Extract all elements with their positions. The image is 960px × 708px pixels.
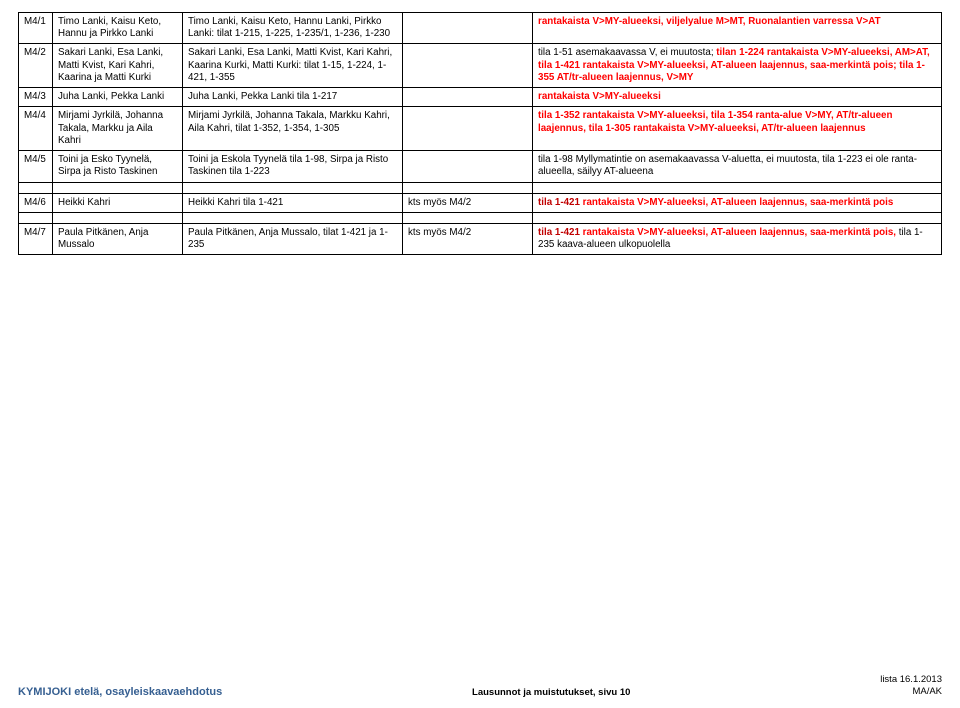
cell-id: M4/1	[19, 13, 53, 44]
table-row: M4/5Toini ja Esko Tyynelä, Sirpa ja Rist…	[19, 151, 942, 182]
spacer-cell	[19, 182, 53, 193]
cell-details: Timo Lanki, Kaisu Keto, Hannu Lanki, Pir…	[183, 13, 403, 44]
spacer-cell	[53, 182, 183, 193]
cell-id: M4/2	[19, 44, 53, 88]
spacer-cell	[183, 182, 403, 193]
page: M4/1Timo Lanki, Kaisu Keto, Hannu ja Pir…	[0, 0, 960, 708]
cell-details: Sakari Lanki, Esa Lanki, Matti Kvist, Ka…	[183, 44, 403, 88]
spacer-cell	[403, 182, 533, 193]
table-row: M4/4Mirjami Jyrkilä, Johanna Takala, Mar…	[19, 107, 942, 151]
cell-id: M4/6	[19, 193, 53, 212]
cell-notes: tila 1-51 asemakaavassa V, ei muutosta; …	[533, 44, 942, 88]
cell-ref	[403, 88, 533, 107]
cell-ref: kts myös M4/2	[403, 223, 533, 254]
cell-names: Toini ja Esko Tyynelä, Sirpa ja Risto Ta…	[53, 151, 183, 182]
cell-names: Mirjami Jyrkilä, Johanna Takala, Markku …	[53, 107, 183, 151]
cell-notes: tila 1-98 Myllymatintie on asemakaavassa…	[533, 151, 942, 182]
cell-id: M4/5	[19, 151, 53, 182]
cell-names: Paula Pitkänen, Anja Mussalo	[53, 223, 183, 254]
text-segment: rantakaista V>MY-alueeksi, viljelyalue M…	[538, 16, 881, 27]
main-table: M4/1Timo Lanki, Kaisu Keto, Hannu ja Pir…	[18, 12, 942, 255]
cell-notes: tila 1-352 rantakaista V>MY-alueeksi, ti…	[533, 107, 942, 151]
cell-details: Juha Lanki, Pekka Lanki tila 1-217	[183, 88, 403, 107]
cell-ref	[403, 13, 533, 44]
cell-names: Timo Lanki, Kaisu Keto, Hannu ja Pirkko …	[53, 13, 183, 44]
cell-ref	[403, 107, 533, 151]
cell-notes: rantakaista V>MY-alueeksi, viljelyalue M…	[533, 13, 942, 44]
cell-ref: kts myös M4/2	[403, 193, 533, 212]
spacer-cell	[19, 212, 53, 223]
cell-ref	[403, 151, 533, 182]
text-segment: tila 1-421	[538, 197, 583, 208]
cell-names: Juha Lanki, Pekka Lanki	[53, 88, 183, 107]
page-footer: KYMIJOKI etelä, osayleiskaavaehdotus Lau…	[0, 674, 960, 698]
cell-id: M4/3	[19, 88, 53, 107]
spacer-row	[19, 212, 942, 223]
footer-left: KYMIJOKI etelä, osayleiskaavaehdotus	[18, 686, 222, 698]
cell-details: Paula Pitkänen, Anja Mussalo, tilat 1-42…	[183, 223, 403, 254]
text-segment: rantakaista V>MY-alueeksi, AT-alueen laa…	[583, 227, 896, 238]
cell-names: Heikki Kahri	[53, 193, 183, 212]
footer-right-line1: lista 16.1.2013	[880, 674, 942, 686]
footer-right-line2: MA/AK	[880, 686, 942, 698]
cell-details: Toini ja Eskola Tyynelä tila 1-98, Sirpa…	[183, 151, 403, 182]
footer-center: Lausunnot ja muistutukset, sivu 10	[472, 687, 630, 698]
cell-id: M4/7	[19, 223, 53, 254]
text-segment: tila 1-352 rantakaista V>MY-alueeksi, ti…	[538, 110, 892, 133]
spacer-cell	[403, 212, 533, 223]
text-segment: tila 1-421	[538, 227, 583, 238]
spacer-cell	[53, 212, 183, 223]
spacer-cell	[533, 182, 942, 193]
cell-names: Sakari Lanki, Esa Lanki, Matti Kvist, Ka…	[53, 44, 183, 88]
text-segment: tila 1-98 Myllymatintie on asemakaavassa…	[538, 154, 917, 177]
cell-details: Mirjami Jyrkilä, Johanna Takala, Markku …	[183, 107, 403, 151]
table-row: M4/7Paula Pitkänen, Anja MussaloPaula Pi…	[19, 223, 942, 254]
text-segment: rantakaista V>MY-alueeksi	[538, 91, 661, 102]
cell-notes: rantakaista V>MY-alueeksi	[533, 88, 942, 107]
cell-details: Heikki Kahri tila 1-421	[183, 193, 403, 212]
footer-right: lista 16.1.2013 MA/AK	[880, 674, 942, 698]
spacer-row	[19, 182, 942, 193]
cell-ref	[403, 44, 533, 88]
table-row: M4/6Heikki KahriHeikki Kahri tila 1-421k…	[19, 193, 942, 212]
text-segment: rantakaista V>MY-alueeksi, AT-alueen laa…	[583, 197, 894, 208]
cell-notes: tila 1-421 rantakaista V>MY-alueeksi, AT…	[533, 223, 942, 254]
text-segment: tila 1-51 asemakaavassa V, ei muutosta;	[538, 47, 716, 58]
cell-notes: tila 1-421 rantakaista V>MY-alueeksi, AT…	[533, 193, 942, 212]
table-row: M4/2Sakari Lanki, Esa Lanki, Matti Kvist…	[19, 44, 942, 88]
spacer-cell	[183, 212, 403, 223]
table-row: M4/3Juha Lanki, Pekka LankiJuha Lanki, P…	[19, 88, 942, 107]
cell-id: M4/4	[19, 107, 53, 151]
spacer-cell	[533, 212, 942, 223]
table-row: M4/1Timo Lanki, Kaisu Keto, Hannu ja Pir…	[19, 13, 942, 44]
